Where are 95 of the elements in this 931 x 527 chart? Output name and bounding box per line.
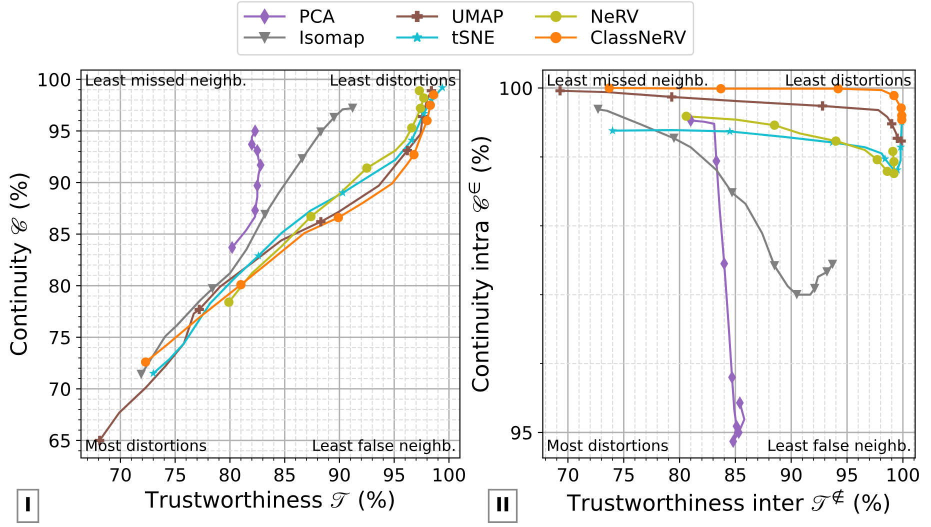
point — [667, 92, 676, 102]
point — [148, 368, 158, 378]
point — [194, 304, 204, 314]
x-tick-label: 100 — [434, 468, 465, 482]
point — [889, 168, 899, 178]
point — [254, 251, 263, 260]
annotation: Most distortions — [548, 439, 668, 452]
point — [727, 188, 737, 198]
x-tick-label: 85 — [725, 468, 746, 482]
legend-label: ClassNeRV — [591, 30, 686, 44]
point — [831, 136, 841, 146]
text: I — [26, 497, 30, 512]
point — [208, 284, 218, 294]
point — [298, 154, 307, 164]
y-tick-label: 65 — [50, 434, 70, 448]
point — [872, 154, 882, 164]
x-tick-label: 90 — [780, 468, 802, 482]
point — [416, 104, 426, 113]
x-tick-label: 95 — [836, 468, 857, 482]
point — [348, 104, 358, 113]
point — [725, 126, 734, 136]
point — [316, 217, 326, 226]
point — [334, 212, 344, 222]
point — [770, 261, 780, 270]
point — [260, 210, 270, 220]
point — [224, 298, 234, 307]
x-tick-label: 80 — [669, 468, 690, 482]
x-tick-label: 100 — [888, 468, 919, 482]
point — [770, 120, 780, 130]
y-tick-label: 90 — [49, 176, 70, 190]
point — [414, 86, 424, 96]
point — [810, 284, 820, 294]
point — [593, 104, 603, 114]
point — [822, 267, 832, 277]
x-axis-title: Trustworthiness inter 𝒯$^{∉}$ (%) — [566, 489, 889, 514]
point — [409, 150, 419, 160]
annotation: Least distortions — [786, 74, 911, 86]
y-tick-label: 85 — [50, 228, 70, 242]
point — [828, 260, 838, 270]
point — [338, 188, 348, 197]
y-tick-label: 100 — [38, 72, 70, 86]
point — [422, 116, 432, 126]
point — [889, 90, 899, 100]
point — [716, 84, 726, 94]
point — [306, 212, 316, 222]
x-tick-label: 75 — [614, 468, 634, 482]
annotation: Least false neighb. — [313, 439, 454, 454]
point — [888, 146, 898, 156]
x-axis-title: Trustworthiness 𝒯 (%) — [144, 490, 394, 511]
point — [402, 146, 412, 156]
point — [889, 157, 899, 166]
legend-label: Isomap — [300, 30, 364, 48]
point — [682, 112, 691, 121]
point — [136, 370, 146, 380]
point — [896, 142, 906, 152]
legend-label: PCA — [300, 9, 335, 24]
point — [419, 93, 428, 103]
point — [236, 280, 246, 290]
y-axis-title: Continuity intra 𝒞$^{∈}$ (%) — [468, 137, 493, 392]
y-tick-label: 95 — [49, 124, 70, 138]
x-tick-label: 75 — [165, 468, 186, 482]
y-tick-label: 75 — [50, 330, 70, 344]
annotation: Least missed neighb. — [548, 74, 707, 89]
point — [329, 112, 339, 122]
point — [407, 123, 416, 133]
y-tick-label: 70 — [50, 382, 70, 396]
point — [428, 90, 438, 100]
x-tick-label: 80 — [220, 468, 240, 482]
x-tick-label: 95 — [384, 468, 404, 482]
point — [407, 136, 416, 144]
point — [792, 290, 802, 300]
x-tick-label: 90 — [329, 468, 350, 482]
point — [880, 154, 890, 163]
y-tick-label: 80 — [50, 279, 70, 293]
x-tick-label: 85 — [274, 468, 295, 482]
annotation: Least false neighb. — [768, 439, 910, 454]
legend-label: NeRV — [592, 10, 639, 24]
point — [362, 163, 372, 173]
point — [555, 86, 565, 96]
point — [818, 101, 828, 111]
annotation: Most distortions — [86, 439, 206, 452]
legend-label: tSNE — [452, 30, 494, 44]
point — [316, 127, 326, 137]
point — [608, 126, 617, 134]
legend-label: UMAP — [453, 10, 503, 24]
annotation: Least distortions — [331, 74, 456, 86]
point — [887, 119, 896, 128]
x-tick-label: 70 — [558, 468, 578, 482]
point — [426, 100, 436, 110]
x-tick-label: 70 — [110, 468, 131, 482]
annotation: Least missed neighb. — [86, 74, 246, 89]
text: II — [497, 497, 508, 512]
y-axis-title: Continuity 𝒞 (%) — [10, 174, 32, 356]
point — [140, 357, 150, 367]
point — [669, 134, 679, 143]
